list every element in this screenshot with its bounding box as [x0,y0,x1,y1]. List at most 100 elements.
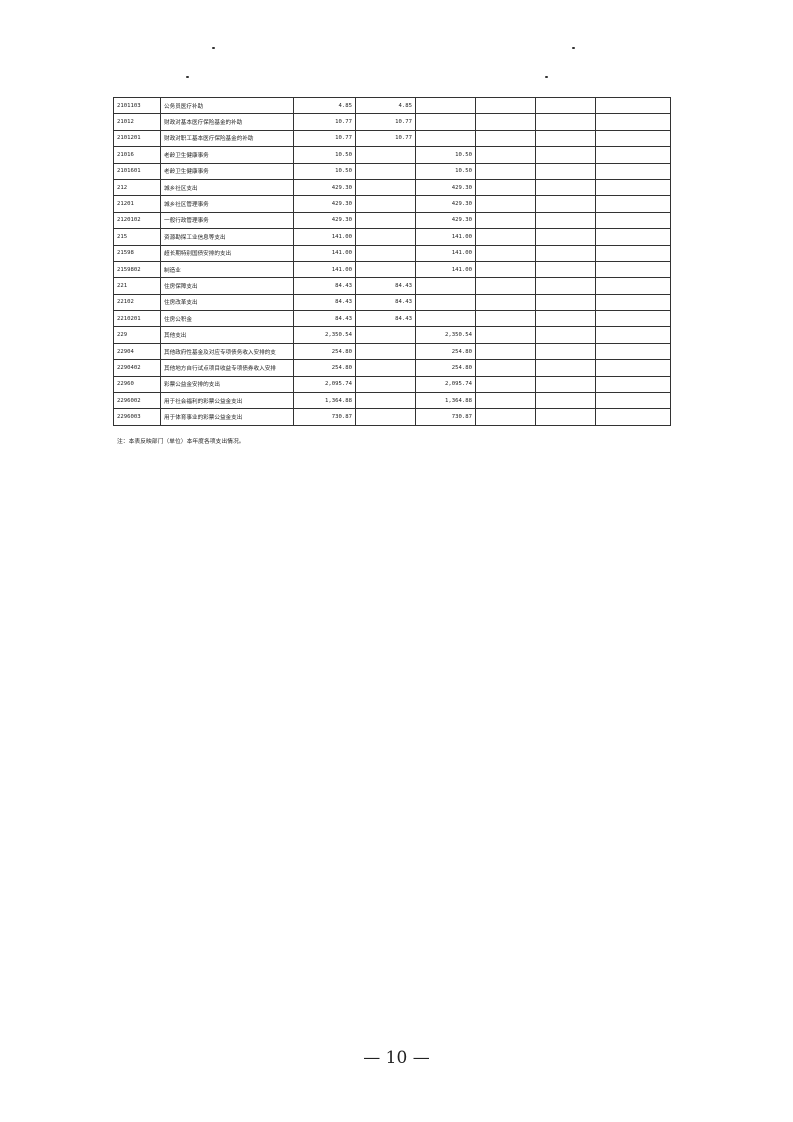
cell-empty [595,293,671,312]
cell-basic [355,392,416,410]
cell-empty [475,359,536,377]
cell-empty [595,228,671,246]
cell-empty [475,326,536,344]
cell-name: 城乡社区支出 [160,178,294,197]
cell-name: 其他地方自行试点项目收益专项债券收入安排 [160,359,294,377]
cell-code: 2159802 [113,260,161,279]
cell-empty [475,96,536,115]
cell-project [415,113,476,131]
cell-empty [595,260,671,279]
cell-empty [595,113,671,131]
cell-project: 2,095.74 [415,375,476,394]
table-row: 2296003 用于体育事业的彩票公益金支出 730.87 730.87 [113,408,671,426]
cell-total: 141.00 [293,260,356,279]
cell-code: 21016 [113,146,161,164]
table-row: 22904 其他政府性基金及对应专项债务收入安排的支 254.80 254.80 [113,342,671,361]
cell-empty [595,342,671,361]
cell-name: 资源勘探工业信息等支出 [160,228,294,246]
cell-empty [535,326,596,344]
table-row: 215 资源勘探工业信息等支出 141.00 141.00 [113,228,671,246]
cell-project [415,129,476,148]
cell-name: 超长期特别国债安排的支出 [160,244,294,262]
cell-name: 其他支出 [160,326,294,344]
cell-empty [535,310,596,328]
cell-project: 10.50 [415,146,476,164]
cell-basic: 10.77 [355,113,416,131]
cell-empty [535,129,596,148]
cell-total: 2,350.54 [293,326,356,344]
cell-empty [475,310,536,328]
cell-code: 22102 [113,293,161,312]
cell-basic: 84.43 [355,310,416,328]
cell-name: 公务员医疗补助 [160,96,294,115]
table-row: 21201 城乡社区管理事务 429.30 429.30 [113,195,671,213]
cell-empty [595,129,671,148]
cell-basic: 4.85 [355,96,416,115]
cell-project: 429.30 [415,211,476,230]
cell-code: 229 [113,326,161,344]
cell-total: 10.77 [293,113,356,131]
cell-basic [355,326,416,344]
cell-empty [595,195,671,213]
cell-empty [595,392,671,410]
cell-empty [475,113,536,131]
table-row: 2296002 用于社会福利的彩票公益金支出 1,364.88 1,364.88 [113,392,671,410]
cell-empty [535,178,596,197]
cell-basic [355,244,416,262]
cell-basic [355,228,416,246]
speck [212,47,215,49]
cell-project [415,96,476,115]
cell-empty [535,244,596,262]
cell-empty [535,146,596,164]
cell-empty [595,146,671,164]
table-row: 21016 老龄卫生健康事务 10.50 10.50 [113,146,671,164]
table-row: 229 其他支出 2,350.54 2,350.54 [113,326,671,344]
cell-empty [595,326,671,344]
cell-code: 21012 [113,113,161,131]
cell-basic: 84.43 [355,277,416,295]
cell-empty [475,228,536,246]
table-row: 2290402 其他地方自行试点项目收益专项债券收入安排 254.80 254.80 [113,359,671,377]
cell-name: 住房保障支出 [160,277,294,295]
cell-name: 老龄卫生健康事务 [160,146,294,164]
cell-project [415,310,476,328]
cell-project [415,293,476,312]
cell-project: 141.00 [415,244,476,262]
cell-total: 429.30 [293,211,356,230]
expense-table: 2101103 公务员医疗补助 4.85 4.85 21012 财政对基本医疗保险基金的补… [113,96,671,426]
cell-code: 2120102 [113,211,161,230]
cell-name: 彩票公益金安排的支出 [160,375,294,394]
cell-name: 老龄卫生健康事务 [160,162,294,180]
cell-total: 429.30 [293,178,356,197]
cell-basic [355,146,416,164]
cell-empty [535,96,596,115]
cell-empty [475,392,536,410]
cell-basic [355,408,416,426]
cell-empty [535,195,596,213]
cell-name: 其他政府性基金及对应专项债务收入安排的支 [160,342,294,361]
cell-total: 4.85 [293,96,356,115]
cell-empty [475,178,536,197]
cell-name: 制造业 [160,260,294,279]
cell-project: 730.87 [415,408,476,426]
cell-empty [475,260,536,279]
cell-empty [535,260,596,279]
cell-empty [595,408,671,426]
cell-empty [595,375,671,394]
cell-name: 用于体育事业的彩票公益金支出 [160,408,294,426]
cell-code: 22960 [113,375,161,394]
cell-code: 21598 [113,244,161,262]
cell-total: 254.80 [293,342,356,361]
cell-empty [535,113,596,131]
cell-total: 84.43 [293,293,356,312]
cell-code: 221 [113,277,161,295]
cell-empty [475,195,536,213]
cell-total: 141.00 [293,228,356,246]
cell-total: 10.50 [293,162,356,180]
cell-total: 254.80 [293,359,356,377]
cell-empty [595,310,671,328]
cell-empty [475,211,536,230]
cell-code: 2101201 [113,129,161,148]
table-row: 21012 财政对基本医疗保险基金的补助 10.77 10.77 [113,113,671,131]
